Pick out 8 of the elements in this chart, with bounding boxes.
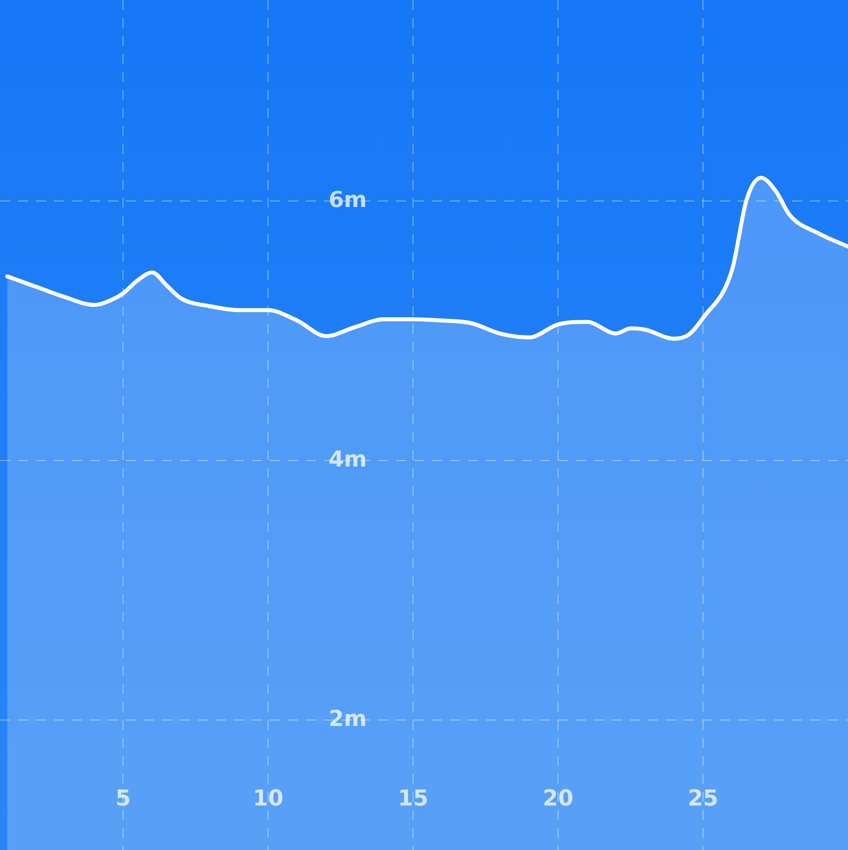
x-tick-label: 20 [542,786,574,812]
x-tick-label: 10 [252,786,284,812]
y-tick-label: 2m [328,706,367,732]
x-tick-label: 5 [116,786,131,812]
y-tick-label: 4m [328,447,367,472]
x-tick-label: 25 [688,786,718,812]
x-tick-label: 15 [398,786,428,812]
y-tick-label: 6m [328,188,367,213]
